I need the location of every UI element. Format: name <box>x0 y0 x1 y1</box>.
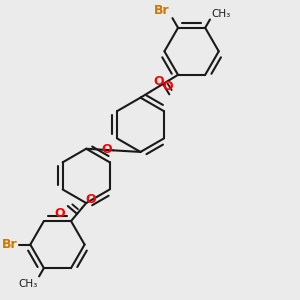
Text: O: O <box>85 193 96 206</box>
Text: O: O <box>101 143 112 156</box>
Text: O: O <box>153 75 164 88</box>
Text: Br: Br <box>2 238 17 251</box>
Text: Br: Br <box>154 4 170 17</box>
Text: CH₃: CH₃ <box>212 9 231 19</box>
Text: O: O <box>162 80 173 93</box>
Text: CH₃: CH₃ <box>19 279 38 289</box>
Text: O: O <box>55 207 65 220</box>
